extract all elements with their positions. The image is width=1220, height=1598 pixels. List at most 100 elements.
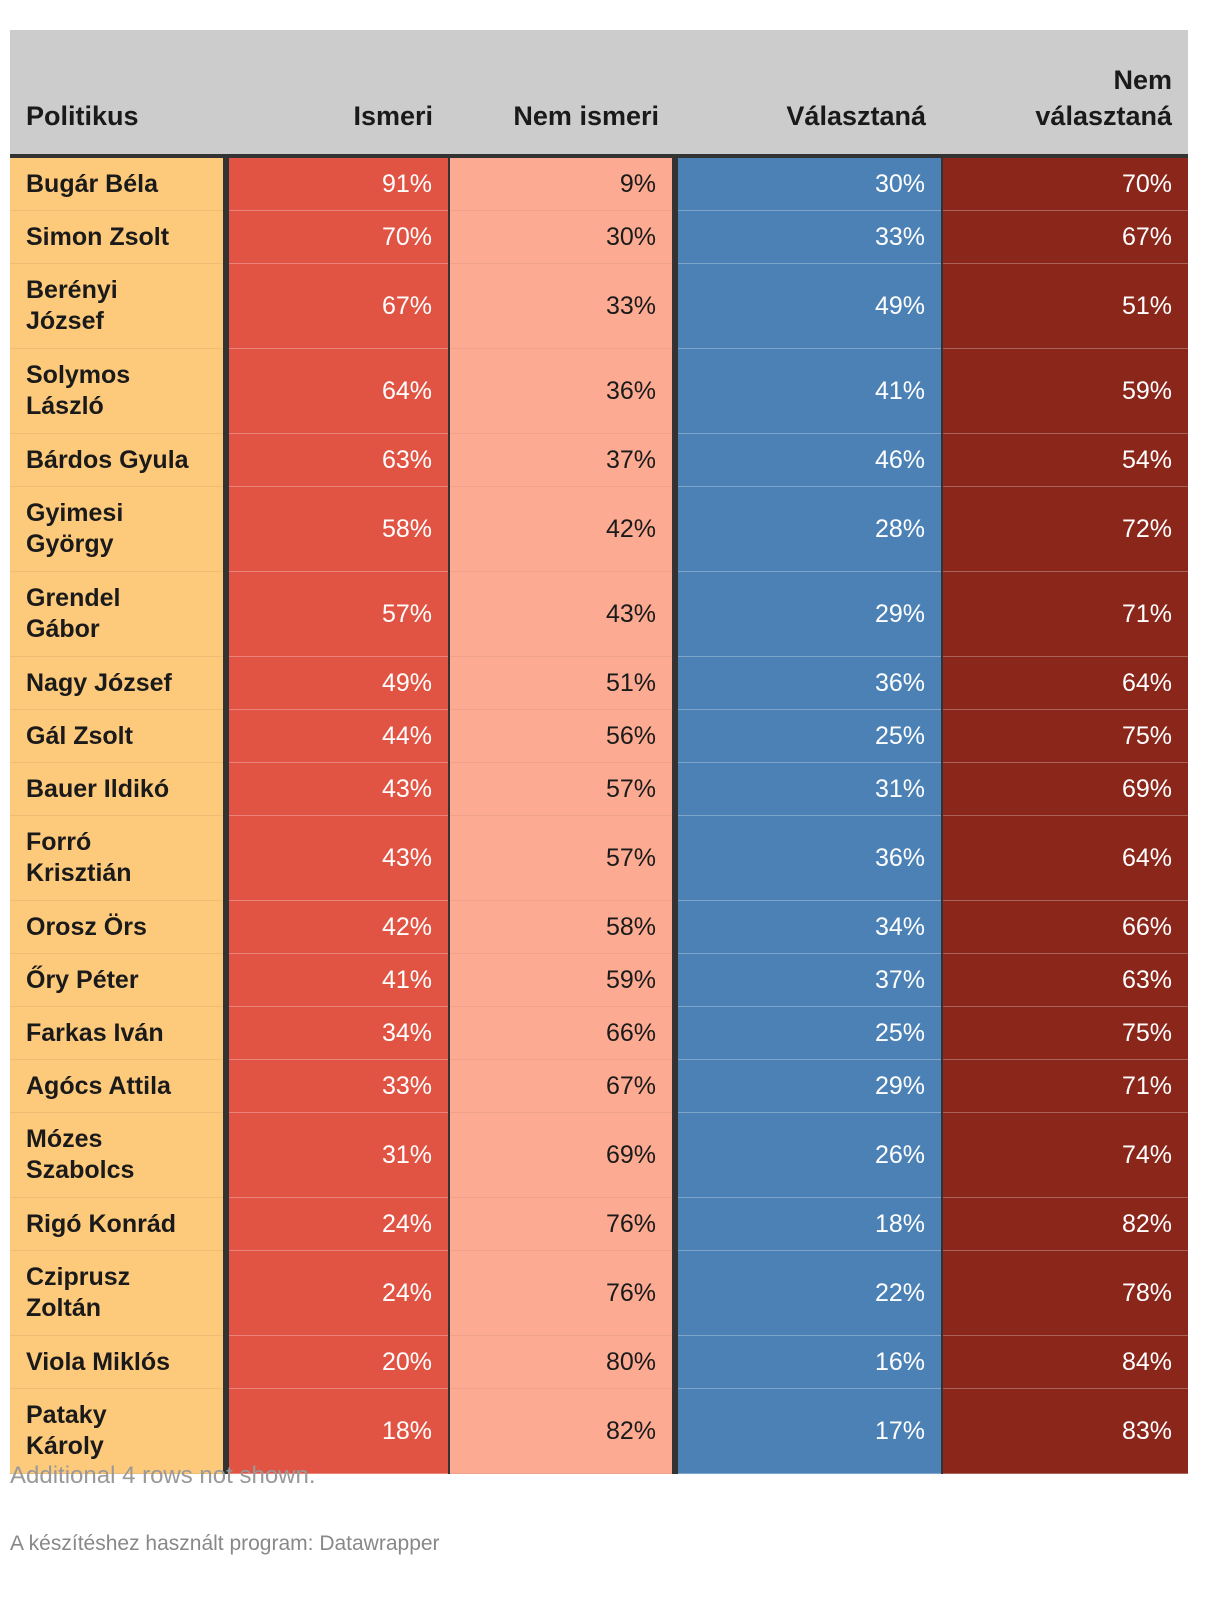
ismeri-value: 58% (226, 486, 450, 572)
politician-name: Orosz Örs (10, 900, 229, 954)
nem-valasztana-value: 69% (942, 762, 1188, 816)
valasztana-value: 29% (675, 1059, 943, 1113)
ismeri-value: 49% (226, 656, 450, 710)
ismeri-value: 24% (226, 1197, 450, 1251)
valasztana-value: 22% (675, 1250, 943, 1336)
valasztana-value: 41% (675, 348, 943, 434)
datawrapper-credit: A készítéshez használt program: Datawrap… (10, 1532, 440, 1555)
valasztana-value: 37% (675, 953, 943, 1007)
nem-ismeri-value: 82% (449, 1388, 678, 1474)
valasztana-value: 16% (675, 1335, 943, 1389)
ismeri-value: 91% (226, 156, 450, 211)
ismeri-value: 43% (226, 762, 450, 816)
ismeri-value: 67% (226, 263, 450, 349)
ismeri-value: 57% (226, 571, 450, 657)
column-header-nem-valasztana[interactable]: Nem választaná (942, 30, 1188, 158)
ismeri-value: 44% (226, 709, 450, 763)
nem-ismeri-value: 76% (449, 1250, 678, 1336)
nem-ismeri-value: 67% (449, 1059, 678, 1113)
nem-valasztana-value: 84% (942, 1335, 1188, 1389)
politician-name: Cziprusz Zoltán (10, 1250, 229, 1336)
column-header-politikus[interactable]: Politikus (10, 30, 226, 158)
ismeri-value: 43% (226, 815, 450, 901)
table-row: Őry Péter 41% 59% 37% 63% (10, 953, 1188, 1007)
nem-valasztana-value: 66% (942, 900, 1188, 954)
nem-valasztana-value: 51% (942, 263, 1188, 349)
nem-valasztana-value: 78% (942, 1250, 1188, 1336)
valasztana-value: 26% (675, 1112, 943, 1198)
ismeri-value: 70% (226, 210, 450, 264)
valasztana-value: 49% (675, 263, 943, 349)
ismeri-value: 41% (226, 953, 450, 1007)
valasztana-value: 36% (675, 656, 943, 710)
politician-name: Nagy József (10, 656, 229, 710)
valasztana-value: 46% (675, 433, 943, 487)
data-table-container: Politikus Ismeri Nem ismeri Választaná N… (10, 30, 1188, 1474)
nem-valasztana-value: 64% (942, 656, 1188, 710)
nem-valasztana-value: 64% (942, 815, 1188, 901)
ismeri-value: 63% (226, 433, 450, 487)
nem-ismeri-value: 59% (449, 953, 678, 1007)
valasztana-value: 34% (675, 900, 943, 954)
table-row: Forró Krisztián 43% 57% 36% 64% (10, 815, 1188, 901)
nem-ismeri-value: 56% (449, 709, 678, 763)
column-header-nem-ismeri[interactable]: Nem ismeri (449, 30, 675, 158)
nem-ismeri-value: 57% (449, 762, 678, 816)
nem-ismeri-value: 66% (449, 1006, 678, 1060)
table-row: Bauer Ildikó 43% 57% 31% 69% (10, 762, 1188, 816)
table-row: Grendel Gábor 57% 43% 29% 71% (10, 571, 1188, 657)
politician-name: Őry Péter (10, 953, 229, 1007)
nem-ismeri-value: 58% (449, 900, 678, 954)
rows-not-shown-note: Additional 4 rows not shown. (10, 1462, 316, 1489)
valasztana-value: 28% (675, 486, 943, 572)
nem-ismeri-value: 9% (449, 156, 678, 211)
nem-valasztana-value: 75% (942, 709, 1188, 763)
politician-name: Bauer Ildikó (10, 762, 229, 816)
politician-name: Berényi József (10, 263, 229, 349)
politician-name: Bárdos Gyula (10, 433, 229, 487)
nem-valasztana-value: 67% (942, 210, 1188, 264)
nem-valasztana-value: 70% (942, 156, 1188, 211)
ismeri-value: 24% (226, 1250, 450, 1336)
politician-name: Farkas Iván (10, 1006, 229, 1060)
ismeri-value: 20% (226, 1335, 450, 1389)
politician-name: Solymos László (10, 348, 229, 434)
table-row: Mózes Szabolcs 31% 69% 26% 74% (10, 1112, 1188, 1198)
nem-valasztana-value: 63% (942, 953, 1188, 1007)
nem-ismeri-value: 80% (449, 1335, 678, 1389)
politician-name: Gyimesi György (10, 486, 229, 572)
valasztana-value: 31% (675, 762, 943, 816)
valasztana-value: 17% (675, 1388, 943, 1474)
politician-name: Simon Zsolt (10, 210, 229, 264)
nem-ismeri-value: 42% (449, 486, 678, 572)
politician-name: Rigó Konrád (10, 1197, 229, 1251)
table-row: Simon Zsolt 70% 30% 33% 67% (10, 210, 1188, 264)
table-row: Rigó Konrád 24% 76% 18% 82% (10, 1197, 1188, 1251)
nem-valasztana-value: 59% (942, 348, 1188, 434)
politician-name: Gál Zsolt (10, 709, 229, 763)
politician-name: Forró Krisztián (10, 815, 229, 901)
column-header-valasztana[interactable]: Választaná (675, 30, 942, 158)
politician-name: Mózes Szabolcs (10, 1112, 229, 1198)
valasztana-value: 33% (675, 210, 943, 264)
nem-ismeri-value: 43% (449, 571, 678, 657)
table-row: Gál Zsolt 44% 56% 25% 75% (10, 709, 1188, 763)
nem-ismeri-value: 51% (449, 656, 678, 710)
nem-valasztana-value: 75% (942, 1006, 1188, 1060)
column-header-ismeri[interactable]: Ismeri (226, 30, 449, 158)
nem-ismeri-value: 36% (449, 348, 678, 434)
nem-valasztana-value: 83% (942, 1388, 1188, 1474)
ismeri-value: 18% (226, 1388, 450, 1474)
table-body: Bugár Béla 91% 9% 30% 70% Simon Zsolt 70% 30% 33… (10, 156, 1188, 1474)
ismeri-value: 34% (226, 1006, 450, 1060)
nem-valasztana-value: 72% (942, 486, 1188, 572)
politician-name: Grendel Gábor (10, 571, 229, 657)
politician-name: Viola Miklós (10, 1335, 229, 1389)
nem-ismeri-value: 30% (449, 210, 678, 264)
valasztana-value: 29% (675, 571, 943, 657)
table-row: Farkas Iván 34% 66% 25% 75% (10, 1006, 1188, 1060)
valasztana-value: 18% (675, 1197, 943, 1251)
nem-valasztana-value: 74% (942, 1112, 1188, 1198)
valasztana-value: 25% (675, 709, 943, 763)
nem-ismeri-value: 33% (449, 263, 678, 349)
